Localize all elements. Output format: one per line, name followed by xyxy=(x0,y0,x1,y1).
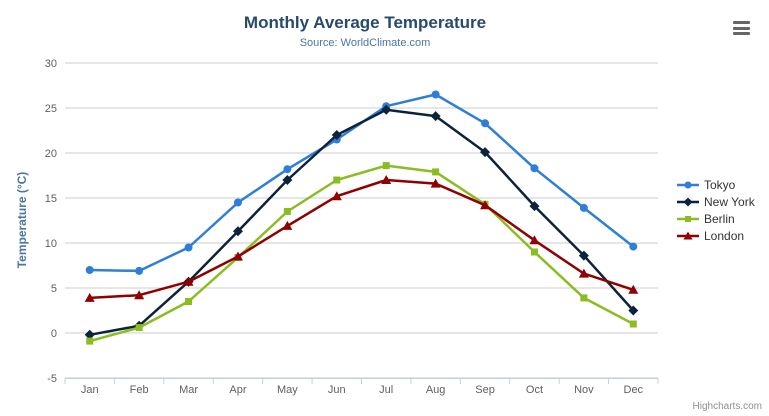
new-york-series-icon xyxy=(677,196,699,208)
data-point[interactable] xyxy=(629,320,637,328)
legend-label: New York xyxy=(704,194,755,209)
legend-label: Berlin xyxy=(704,211,735,226)
legend-label: Tokyo xyxy=(704,177,736,192)
data-point[interactable] xyxy=(430,178,441,188)
berlin-series-icon xyxy=(677,213,699,225)
chart-subtitle: Source: WorldClimate.com xyxy=(299,37,431,49)
data-point[interactable] xyxy=(84,292,95,302)
x-axis-label: Apr xyxy=(229,384,246,396)
legend-marker-shape xyxy=(685,215,691,222)
y-axis-label: -5 xyxy=(47,373,57,385)
x-axis-label: May xyxy=(277,384,298,396)
hamburger-icon xyxy=(733,32,750,35)
hamburger-icon xyxy=(733,26,750,30)
legend: Tokyo New York Berlin London xyxy=(677,176,755,244)
data-point[interactable] xyxy=(333,176,341,184)
data-point[interactable] xyxy=(578,268,589,278)
data-point[interactable] xyxy=(331,130,342,140)
data-point[interactable] xyxy=(134,290,145,300)
data-point[interactable] xyxy=(232,251,243,261)
data-point[interactable] xyxy=(184,243,193,252)
x-axis-label: Aug xyxy=(426,384,446,396)
data-point[interactable] xyxy=(480,147,491,158)
data-point[interactable] xyxy=(381,175,392,184)
y-axis-label: 30 xyxy=(45,58,57,70)
data-point[interactable] xyxy=(629,242,638,251)
data-point[interactable] xyxy=(282,220,293,230)
x-axis-label: Dec xyxy=(624,384,644,396)
y-axis-label: 10 xyxy=(45,238,57,250)
data-point[interactable] xyxy=(233,198,242,207)
y-axis-label: 25 xyxy=(45,103,57,115)
legend-label: London xyxy=(704,228,745,243)
data-point[interactable] xyxy=(480,200,491,210)
data-point[interactable] xyxy=(578,250,589,261)
y-axis-label: 15 xyxy=(45,193,57,205)
london-series-icon xyxy=(677,230,699,242)
data-point[interactable] xyxy=(232,226,243,237)
legend-marker-shape xyxy=(683,197,693,206)
data-point[interactable] xyxy=(85,266,94,274)
series-line-tokyo xyxy=(88,93,635,273)
series-line-new-york xyxy=(88,108,635,337)
data-point[interactable] xyxy=(530,164,539,173)
x-axis-label: Jun xyxy=(328,384,346,396)
highcharts-credit-link[interactable]: Highcharts.com xyxy=(692,401,762,412)
export-menu-button[interactable] xyxy=(731,19,752,37)
y-axis-label: 0 xyxy=(51,328,57,340)
x-axis-label: Nov xyxy=(574,384,594,396)
tokyo-series-icon xyxy=(677,179,699,191)
x-axis-label: Jan xyxy=(81,384,99,396)
data-point[interactable] xyxy=(135,324,143,332)
data-point[interactable] xyxy=(183,276,194,286)
data-point[interactable] xyxy=(431,90,440,99)
chart-title: Monthly Average Temperature xyxy=(243,13,487,32)
data-point[interactable] xyxy=(432,168,440,176)
y-axis-label: 5 xyxy=(51,283,57,295)
legend-marker-shape xyxy=(683,231,693,239)
data-point[interactable] xyxy=(382,162,390,170)
data-point[interactable] xyxy=(135,266,144,275)
data-point[interactable] xyxy=(84,329,95,340)
data-point[interactable] xyxy=(282,175,293,185)
y-axis-title: Temperature (°C) xyxy=(15,172,29,269)
data-point[interactable] xyxy=(283,208,291,215)
legend-item-tokyo[interactable]: Tokyo xyxy=(677,176,755,193)
data-point[interactable] xyxy=(529,235,540,245)
y-axis-label: 20 xyxy=(45,148,57,160)
series-line-berlin xyxy=(88,164,635,343)
hamburger-icon xyxy=(733,21,750,24)
x-axis-label: Oct xyxy=(526,384,543,396)
data-point[interactable] xyxy=(529,201,540,212)
legend-marker-shape xyxy=(684,181,692,188)
data-point[interactable] xyxy=(283,165,292,174)
x-axis-label: Sep xyxy=(475,384,495,396)
legend-item-london[interactable]: London xyxy=(677,227,755,244)
x-axis-label: Jul xyxy=(379,384,393,396)
data-point[interactable] xyxy=(481,119,490,128)
series-line-london xyxy=(88,178,635,300)
data-point[interactable] xyxy=(86,337,94,345)
data-point[interactable] xyxy=(430,111,441,122)
data-point[interactable] xyxy=(530,248,538,256)
legend-item-new-york[interactable]: New York xyxy=(677,193,755,210)
x-axis-label: Feb xyxy=(130,384,149,396)
data-point[interactable] xyxy=(628,284,639,294)
data-point[interactable] xyxy=(580,294,588,302)
data-point[interactable] xyxy=(185,298,193,305)
data-point[interactable] xyxy=(628,305,639,316)
data-point[interactable] xyxy=(381,104,392,115)
legend-item-berlin[interactable]: Berlin xyxy=(677,210,755,227)
data-point[interactable] xyxy=(579,203,588,212)
data-point[interactable] xyxy=(331,191,342,201)
x-axis-label: Mar xyxy=(179,384,198,396)
